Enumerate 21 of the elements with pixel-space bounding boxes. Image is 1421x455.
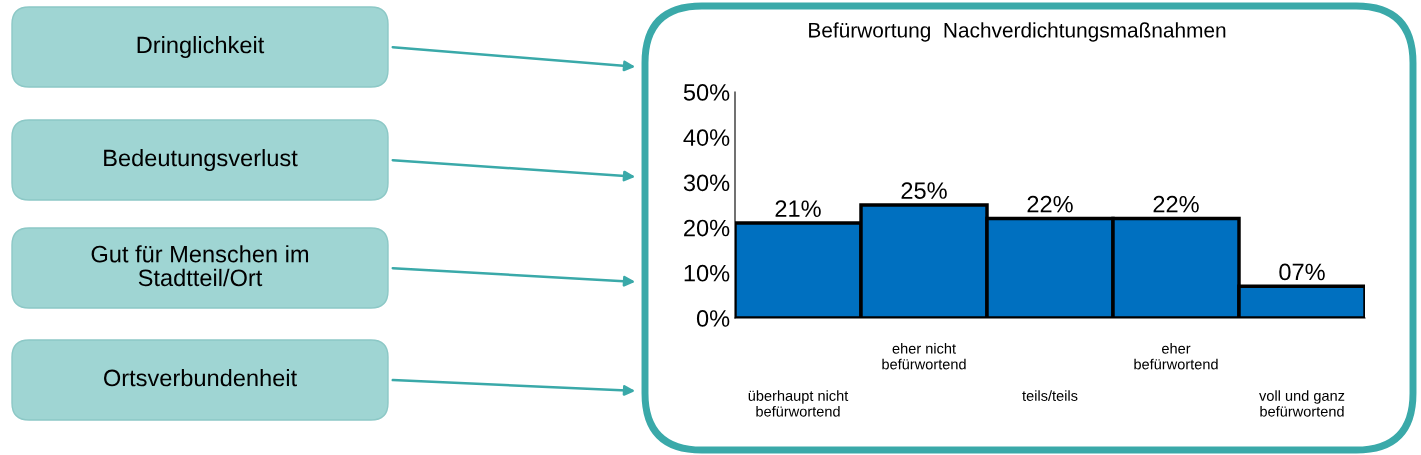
x-tick-label: eher befürwortend [1134, 343, 1218, 370]
x-tick-label: teils/teils [1022, 390, 1078, 401]
x-tick-label: voll und ganz befürwortend [1259, 390, 1345, 417]
text: Ortsverbundenheit [104, 368, 297, 387]
x-tick-label: eher nicht befürwortend [882, 343, 966, 370]
y-tick-label: 10% [684, 264, 730, 282]
y-tick-label: 30% [683, 174, 730, 192]
text: Dringlichkeit [137, 36, 265, 58]
data-label: 22% [1027, 195, 1073, 213]
text: Gut für Menschen im Stadtteil/Ort [91, 245, 309, 287]
data-label: 22% [1153, 195, 1199, 213]
y-tick-label: 20% [684, 219, 730, 237]
data-label: 21% [775, 200, 821, 217]
y-tick-label: 40% [683, 129, 730, 146]
data-label: 07% [1279, 263, 1325, 281]
x-tick-label: überhaupt nicht befürwortend [748, 390, 849, 417]
data-label: 25% [901, 182, 947, 199]
chart-title: Befürwortung Nachverdichtungsmaßnahmen [809, 22, 1226, 42]
text: Bedeutungsverlust [104, 149, 298, 171]
y-tick-label: 0% [696, 310, 730, 327]
y-tick-label: 50% [683, 84, 730, 101]
